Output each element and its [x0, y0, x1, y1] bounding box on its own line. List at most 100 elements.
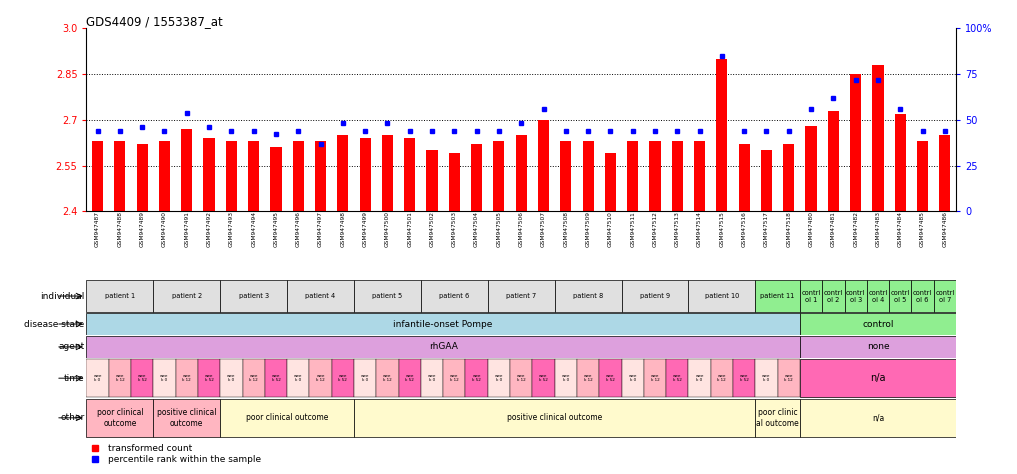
Text: wee
k 52: wee k 52: [204, 374, 214, 383]
Text: contrl
ol 1: contrl ol 1: [801, 290, 821, 302]
Bar: [621, 359, 644, 397]
Text: wee
k 0: wee k 0: [361, 374, 369, 383]
Text: wee
k 12: wee k 12: [784, 374, 793, 383]
Text: positive clinical
outcome: positive clinical outcome: [157, 408, 217, 428]
Text: GSM947504: GSM947504: [474, 211, 479, 247]
Text: GSM947487: GSM947487: [96, 211, 100, 247]
Text: none: none: [866, 342, 889, 351]
Bar: [756, 399, 800, 437]
Bar: [694, 141, 705, 211]
Bar: [293, 141, 304, 211]
Bar: [850, 74, 861, 211]
Bar: [354, 280, 421, 312]
Bar: [203, 138, 215, 211]
Text: patient 2: patient 2: [172, 293, 202, 299]
Text: infantile-onset Pompe: infantile-onset Pompe: [394, 319, 493, 328]
Bar: [271, 147, 282, 211]
Bar: [621, 280, 689, 312]
Text: GSM947512: GSM947512: [653, 211, 657, 247]
Bar: [426, 150, 437, 211]
Text: patient 11: patient 11: [761, 293, 794, 299]
Bar: [783, 144, 794, 211]
Text: wee
k 52: wee k 52: [406, 374, 414, 383]
Bar: [264, 359, 287, 397]
Bar: [354, 359, 376, 397]
Text: GSM947518: GSM947518: [786, 211, 791, 247]
Text: wee
k 0: wee k 0: [428, 374, 436, 383]
Text: GSM947496: GSM947496: [296, 211, 301, 247]
Bar: [778, 359, 800, 397]
Bar: [605, 154, 616, 211]
Text: GSM947508: GSM947508: [563, 211, 569, 247]
Bar: [338, 135, 349, 211]
Text: poor clinic
al outcome: poor clinic al outcome: [757, 408, 799, 428]
Bar: [287, 280, 354, 312]
Text: wee
k 52: wee k 52: [673, 374, 681, 383]
Bar: [131, 359, 154, 397]
Bar: [599, 359, 621, 397]
Text: patient 5: patient 5: [372, 293, 403, 299]
Text: wee
k 12: wee k 12: [517, 374, 526, 383]
Text: wee
k 12: wee k 12: [249, 374, 258, 383]
Bar: [360, 138, 371, 211]
Bar: [895, 114, 906, 211]
Text: wee
k 0: wee k 0: [294, 374, 302, 383]
Text: GSM947515: GSM947515: [719, 211, 724, 247]
Text: GSM947499: GSM947499: [363, 211, 367, 247]
Text: GDS4409 / 1553387_at: GDS4409 / 1553387_at: [86, 16, 223, 28]
Text: GSM947484: GSM947484: [898, 211, 903, 247]
Bar: [154, 359, 176, 397]
Text: agent: agent: [58, 342, 84, 351]
Bar: [221, 399, 354, 437]
Text: n/a: n/a: [871, 373, 886, 383]
Text: GSM947493: GSM947493: [229, 211, 234, 247]
Text: contrl
ol 3: contrl ol 3: [846, 290, 865, 302]
Text: time: time: [64, 374, 84, 383]
Text: GSM947481: GSM947481: [831, 211, 836, 247]
Bar: [800, 336, 956, 358]
Text: GSM947489: GSM947489: [139, 211, 144, 247]
Text: wee
k 0: wee k 0: [763, 374, 771, 383]
Bar: [554, 359, 577, 397]
Text: patient 7: patient 7: [506, 293, 536, 299]
Text: GSM947506: GSM947506: [519, 211, 524, 247]
Bar: [866, 280, 889, 312]
Bar: [198, 359, 221, 397]
Bar: [154, 280, 221, 312]
Text: wee
k 52: wee k 52: [739, 374, 749, 383]
Bar: [554, 280, 621, 312]
Text: GSM947480: GSM947480: [809, 211, 814, 247]
Bar: [226, 141, 237, 211]
Bar: [443, 359, 466, 397]
Text: wee
k 0: wee k 0: [629, 374, 637, 383]
Bar: [287, 359, 309, 397]
Bar: [136, 144, 147, 211]
Bar: [86, 336, 800, 358]
Bar: [159, 141, 170, 211]
Bar: [242, 359, 264, 397]
Text: wee
k 52: wee k 52: [137, 374, 146, 383]
Bar: [873, 65, 884, 211]
Text: patient 8: patient 8: [573, 293, 603, 299]
Bar: [577, 359, 599, 397]
Text: poor clinical outcome: poor clinical outcome: [246, 413, 328, 422]
Bar: [583, 141, 594, 211]
Bar: [176, 359, 198, 397]
Bar: [86, 399, 154, 437]
Bar: [471, 144, 482, 211]
Text: GSM947502: GSM947502: [429, 211, 434, 247]
Bar: [627, 141, 639, 211]
Bar: [221, 359, 242, 397]
Bar: [671, 141, 682, 211]
Text: GSM947495: GSM947495: [274, 211, 279, 247]
Text: GSM947485: GSM947485: [920, 211, 925, 247]
Text: GSM947494: GSM947494: [251, 211, 256, 247]
Text: wee
k 12: wee k 12: [182, 374, 191, 383]
Text: GSM947513: GSM947513: [675, 211, 679, 247]
Bar: [493, 141, 504, 211]
Bar: [761, 150, 772, 211]
Text: GSM947492: GSM947492: [206, 211, 212, 247]
Bar: [248, 141, 259, 211]
Bar: [109, 359, 131, 397]
Bar: [381, 135, 393, 211]
